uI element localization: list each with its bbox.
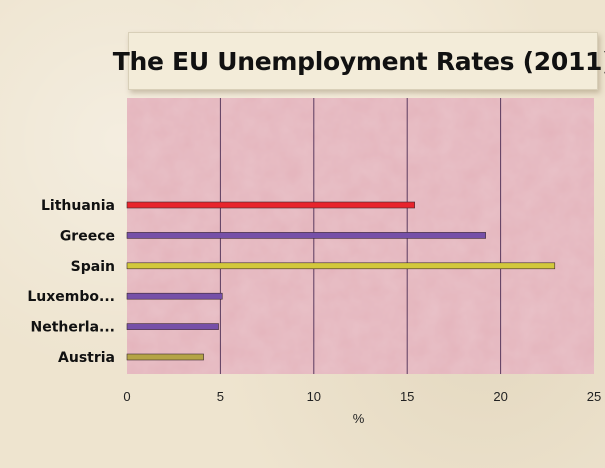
bar-austria [126, 353, 204, 361]
category-label: Netherla... [31, 320, 115, 336]
bar-netherla [126, 323, 219, 330]
x-tick-label: 0 [123, 389, 130, 404]
x-tick-label: 5 [217, 389, 224, 404]
category-label: Lithuania [41, 198, 115, 214]
chart-title: The EU Unemployment Rates (2011) [112, 46, 605, 76]
bar-spain [126, 262, 556, 270]
x-tick-label: 25 [587, 389, 601, 404]
x-tick-label: 20 [493, 389, 507, 404]
category-label: Greece [60, 228, 115, 244]
x-axis-title: % [353, 411, 365, 426]
category-label: Spain [71, 259, 115, 275]
bar-greece [126, 232, 486, 239]
title-box: The EU Unemployment Rates (2011) [113, 32, 605, 90]
category-label: Luxembo... [27, 289, 115, 305]
x-tick-label: 15 [400, 389, 414, 404]
bar-lithuania [126, 201, 415, 209]
bar-luxembo [126, 292, 223, 300]
category-label: Austria [58, 350, 115, 366]
x-tick-label: 10 [307, 389, 321, 404]
